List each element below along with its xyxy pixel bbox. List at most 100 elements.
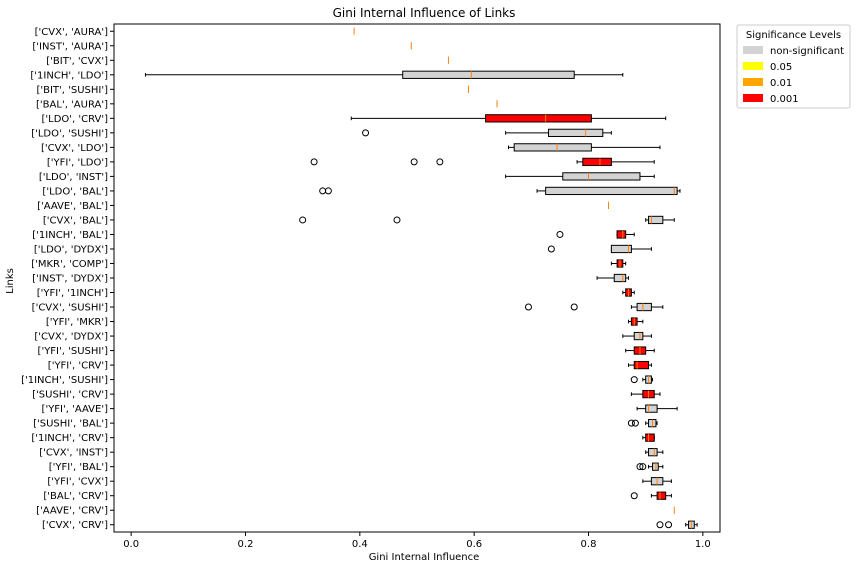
y-tick-label: ['INST', 'AURA'] — [32, 41, 108, 52]
box-item: ['YFI', '1INCH'] — [37, 288, 635, 299]
y-tick-label: ['YFI', '1INCH'] — [37, 288, 108, 299]
box-item: ['1INCH', 'LDO'] — [30, 70, 624, 81]
y-tick-label: ['LDO', 'INST'] — [39, 172, 108, 183]
legend-entries: non-significant 0.05 0.01 0.001 — [743, 46, 844, 105]
box-item: ['CVX', 'CRV'] — [42, 520, 698, 531]
flier — [299, 216, 307, 224]
box-item: ['YFI', 'CVX'] — [47, 477, 672, 488]
flier — [636, 463, 644, 471]
flier — [639, 463, 647, 471]
box-item: ['LDO', 'DYDX'] — [34, 244, 652, 255]
flier — [362, 129, 370, 137]
box — [513, 143, 592, 152]
flier — [324, 187, 332, 195]
box — [613, 273, 627, 283]
y-tick-label: ['YFI', 'CRV'] — [48, 361, 108, 372]
legend-label: 0.01 — [770, 78, 792, 89]
y-tick-label: ['BAL', 'CRV'] — [43, 491, 108, 502]
box — [656, 491, 667, 500]
y-tick-label: ['LDO', 'BAL'] — [42, 186, 108, 197]
flier — [410, 158, 418, 166]
flier — [319, 187, 327, 195]
y-tick-label: ['YFI', 'MKR'] — [46, 317, 108, 328]
flier — [665, 521, 673, 529]
box — [633, 331, 644, 341]
flier — [630, 376, 638, 384]
box-item: ['CVX', 'DYDX'] — [34, 331, 652, 343]
y-tick-label: ['CVX', 'SUSHI'] — [32, 303, 108, 314]
y-tick-label: ['CVX', 'DYDX'] — [34, 332, 108, 343]
box-item: ['AAVE', 'CRV'] — [36, 506, 675, 517]
box — [616, 230, 627, 239]
box-item: ['SUSHI', 'CRV'] — [32, 390, 661, 401]
y-tick-label: ['LDO', 'CRV'] — [41, 114, 108, 125]
box — [610, 244, 632, 254]
chart-title: Gini Internal Influence of Links — [333, 6, 516, 20]
y-tick-label: ['1INCH', 'BAL'] — [32, 230, 108, 241]
box — [636, 302, 652, 312]
x-tick-label: 0.0 — [123, 539, 139, 550]
box-item: ['INST', 'DYDX'] — [32, 273, 630, 285]
y-axis-label: Links — [5, 268, 16, 294]
y-tick-label: ['1INCH', 'CRV'] — [31, 433, 108, 444]
box-item: ['LDO', 'SUSHI'] — [31, 128, 612, 139]
y-tick-label: ['SUSHI', 'CRV'] — [32, 390, 108, 401]
box-item: ['CVX', 'AURA'] — [35, 27, 355, 38]
box-item: ['LDO', 'BAL'] — [42, 186, 681, 197]
box-item: ['CVX', 'SUSHI'] — [32, 302, 664, 314]
y-tick-label: ['MKR', 'COMP'] — [31, 259, 108, 270]
box-item: ['MKR', 'COMP'] — [31, 259, 627, 270]
box-item: ['INST', 'AURA'] — [32, 41, 412, 52]
y-tick-label: ['AAVE', 'CRV'] — [36, 506, 108, 517]
box-item: ['BIT', 'SUSHI'] — [36, 85, 469, 96]
box-item: ['BIT', 'CVX'] — [46, 56, 449, 67]
y-tick-label: ['LDO', 'SUSHI'] — [31, 128, 108, 139]
x-tick-label: 0.4 — [352, 539, 368, 550]
legend-label: non-significant — [770, 46, 844, 57]
x-tick-label: 1.0 — [695, 539, 711, 550]
box — [562, 172, 641, 181]
y-tick-label: ['CVX', 'BAL'] — [43, 215, 108, 226]
box-item: ['1INCH', 'BAL'] — [32, 230, 635, 241]
flier — [631, 419, 639, 427]
box-item: ['LDO', 'CRV'] — [41, 114, 667, 125]
y-tick-label: ['CVX', 'LDO'] — [41, 143, 108, 154]
x-tick-label: 0.6 — [466, 539, 482, 550]
box-item: ['YFI', 'SUSHI'] — [38, 346, 655, 357]
y-tick-label: ['YFI', 'AAVE'] — [42, 404, 109, 415]
box — [547, 128, 604, 137]
box-item: ['LDO', 'INST'] — [39, 172, 655, 183]
y-tick-label: ['BIT', 'CVX'] — [46, 56, 108, 67]
y-tick-label: ['YFI', 'LDO'] — [47, 157, 108, 168]
x-tick-label: 0.8 — [581, 539, 597, 550]
legend-label: 0.001 — [770, 94, 799, 105]
box — [485, 114, 592, 123]
legend-frame — [736, 24, 851, 109]
y-tick-label: ['1INCH', 'LDO'] — [30, 70, 108, 81]
y-tick-label: ['YFI', 'SUSHI'] — [38, 346, 109, 357]
y-tick-label: ['1INCH', 'SUSHI'] — [21, 375, 108, 386]
plot-area: 0.0 0.2 0.4 0.6 0.8 1.0 ['CVX', 'AURA'] ['INST'… — [21, 23, 721, 550]
flier — [436, 158, 444, 166]
box-item: ['BAL', 'CRV'] — [43, 491, 672, 502]
box — [545, 186, 678, 196]
y-tick-label: ['LDO', 'DYDX'] — [34, 244, 108, 255]
y-tick-label: ['AAVE', 'BAL'] — [37, 201, 108, 212]
box — [633, 360, 650, 370]
flier — [570, 303, 578, 311]
y-tick-label: ['YFI', 'BAL'] — [49, 462, 108, 473]
flier — [656, 521, 664, 529]
y-tick-label: ['INST', 'DYDX'] — [32, 274, 108, 285]
box-item: ['BAL', 'AURA'] — [36, 99, 498, 110]
box-item: ['CVX', 'BAL'] — [43, 215, 675, 226]
box — [652, 462, 659, 471]
box — [648, 215, 664, 225]
box-item: ['1INCH', 'SUSHI'] — [21, 375, 654, 386]
flier — [393, 216, 401, 224]
box-item: ['YFI', 'CRV'] — [48, 361, 652, 372]
box-item: ['1INCH', 'CRV'] — [31, 433, 655, 444]
box — [645, 404, 658, 413]
flier — [524, 303, 532, 311]
y-tick-label: ['CVX', 'CRV'] — [42, 520, 108, 531]
